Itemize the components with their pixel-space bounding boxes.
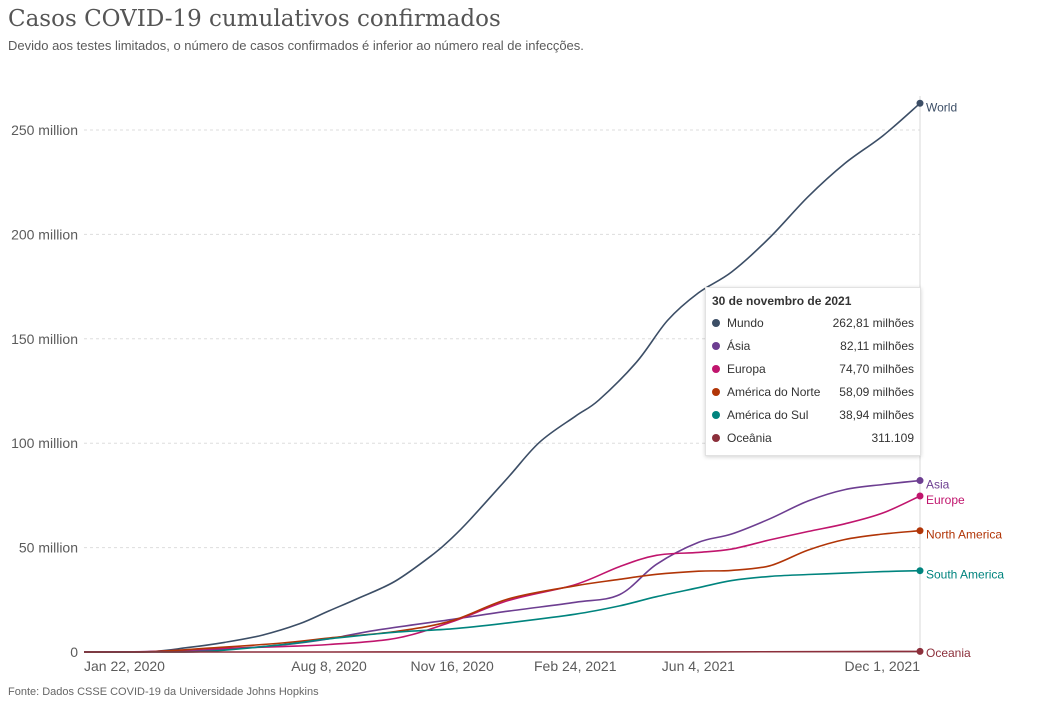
series-end-label: Oceania: [926, 646, 971, 660]
series-end-label: World: [926, 100, 957, 114]
x-tick-label: Dec 1, 2021: [845, 658, 921, 674]
tooltip-row-oceania: Oceânia 311.109: [712, 426, 914, 449]
tooltip-series-value: 311.109: [871, 430, 915, 445]
x-tick-label: Aug 8, 2020: [291, 658, 367, 674]
series-line-europe[interactable]: [83, 495, 921, 653]
y-tick-label: 50 million: [19, 540, 78, 556]
series-end-marker-asia[interactable]: [916, 477, 924, 485]
tooltip-series-value: 74,70 milhões: [839, 361, 914, 376]
hover-tooltip: 30 de novembro de 2021 Mundo 262,81 milh…: [705, 287, 921, 456]
tooltip-series-value: 38,94 milhões: [839, 407, 914, 422]
series-lines[interactable]: [83, 99, 924, 655]
tooltip-row-asia: Ásia 82,11 milhões: [712, 334, 914, 357]
x-tick-label: Feb 24, 2021: [534, 658, 617, 674]
chart-subtitle: Devido aos testes limitados, o número de…: [8, 38, 584, 53]
series-color-dot: [712, 318, 720, 327]
chart-title: Casos COVID-19 cumulativos confirmados: [8, 6, 501, 32]
tooltip-series-value: 58,09 milhões: [839, 384, 914, 399]
x-tick-label: Jan 22, 2020: [84, 658, 165, 674]
x-tick-label: Jun 4, 2021: [662, 658, 735, 674]
tooltip-series-name: Mundo: [727, 315, 764, 330]
series-end-label: Europe: [926, 493, 965, 507]
x-axis: Jan 22, 2020 Aug 8, 2020 Nov 16, 2020 Feb 2…: [84, 658, 920, 674]
tooltip-row-mundo: Mundo 262,81 milhões: [712, 311, 914, 334]
series-color-dot: [712, 341, 720, 350]
series-end-label: North America: [926, 528, 1002, 542]
series-end-marker-south-america[interactable]: [916, 567, 924, 575]
tooltip-row-europa: Europa 74,70 milhões: [712, 357, 914, 380]
y-axis: 0 50 million 100 million 150 million 200 mil…: [11, 122, 78, 660]
series-end-marker-europe[interactable]: [916, 492, 924, 500]
series-color-dot: [712, 410, 720, 419]
series-end-label: South America: [926, 568, 1004, 582]
y-tick-label: 0: [70, 644, 78, 660]
tooltip-series-name: Ásia: [727, 338, 751, 353]
series-line-world[interactable]: [83, 102, 921, 653]
series-color-dot: [712, 433, 720, 442]
source-note: Fonte: Dados CSSE COVID-19 da Universida…: [8, 686, 319, 698]
tooltip-date: 30 de novembro de 2021: [712, 294, 852, 308]
tooltip-series-name: América do Sul: [727, 407, 809, 422]
series-end-marker-world[interactable]: [916, 99, 924, 107]
tooltip-series-name: Oceânia: [727, 430, 772, 445]
series-color-dot: [712, 364, 720, 373]
series-end-marker-north-america[interactable]: [916, 527, 924, 535]
y-tick-label: 250 million: [11, 122, 78, 138]
x-tick-label: Nov 16, 2020: [410, 658, 493, 674]
series-line-oceania[interactable]: [84, 650, 921, 653]
tooltip-row-america-do-sul: América do Sul 38,94 milhões: [712, 403, 914, 426]
series-end-label: Asia: [926, 478, 950, 492]
tooltip-series-name: América do Norte: [727, 384, 821, 399]
tooltip-row-america-do-norte: América do Norte 58,09 milhões: [712, 380, 914, 403]
series-line-asia[interactable]: [83, 479, 921, 653]
y-tick-label: 100 million: [11, 435, 78, 451]
tooltip-series-name: Europa: [727, 361, 766, 376]
y-tick-label: 200 million: [11, 226, 78, 242]
series-color-dot: [712, 387, 720, 396]
series-end-marker-oceania[interactable]: [916, 647, 924, 655]
series-line-south-america[interactable]: [83, 569, 921, 653]
y-tick-label: 150 million: [11, 331, 78, 347]
series-line-north-america[interactable]: [83, 529, 921, 653]
tooltip-series-value: 82,11 milhões: [840, 338, 914, 353]
tooltip-series-value: 262,81 milhões: [832, 315, 914, 330]
